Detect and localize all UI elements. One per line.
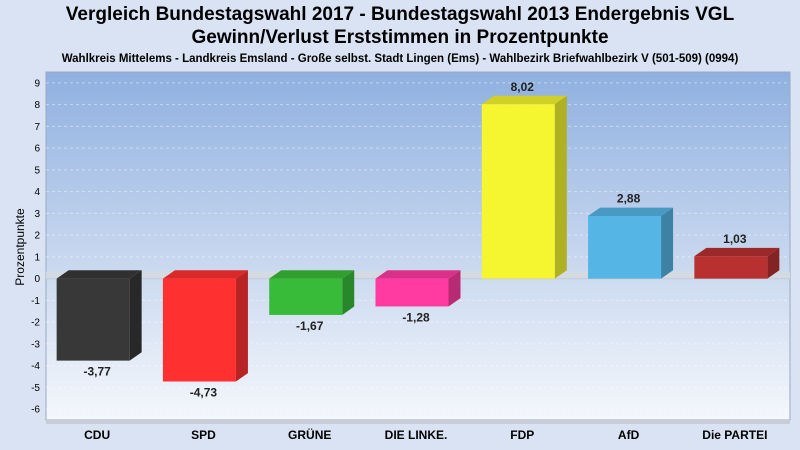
chart-district-subtitle: Wahlkreis Mittelems - Landkreis Emsland … bbox=[61, 53, 739, 65]
chart-title: Vergleich Bundestagswahl 2017 - Bundesta… bbox=[65, 4, 735, 25]
bar-top bbox=[269, 270, 355, 279]
plot-background bbox=[45, 71, 791, 421]
x-tick-label: SPD bbox=[191, 428, 216, 442]
bar-top bbox=[162, 270, 248, 279]
data-label: -1,67 bbox=[296, 319, 324, 333]
y-tick-label: 6 bbox=[34, 144, 40, 155]
y-tick-label: 9 bbox=[34, 78, 40, 89]
bar-side bbox=[448, 270, 461, 307]
bar-top bbox=[375, 270, 461, 279]
bar-side bbox=[235, 270, 248, 382]
chart-subtitle: Gewinn/Verlust Erststimmen in Prozentpun… bbox=[191, 27, 609, 48]
bar-top bbox=[481, 95, 567, 105]
y-tick-label: -6 bbox=[31, 405, 40, 416]
y-tick-label: 4 bbox=[34, 187, 40, 198]
data-label: 8,02 bbox=[511, 80, 535, 94]
x-tick-label: GRÜNE bbox=[288, 427, 331, 442]
y-tick-label: 2 bbox=[34, 231, 40, 242]
plot-area bbox=[45, 71, 791, 424]
y-tick-label: 8 bbox=[34, 100, 40, 111]
bar bbox=[56, 278, 130, 361]
y-axis-ticks: 9 8 7 6 5 4 3 2 1 0 -1 -2 -3 -4 -5 -6 bbox=[31, 78, 40, 415]
y-tick-label: 5 bbox=[34, 165, 40, 176]
y-tick-label: 3 bbox=[34, 209, 40, 220]
y-tick-label: -1 bbox=[31, 296, 40, 307]
bar bbox=[162, 278, 236, 382]
bar-side bbox=[342, 270, 355, 315]
plot-floor bbox=[46, 420, 790, 424]
bar bbox=[588, 215, 662, 279]
y-tick-label: -4 bbox=[31, 361, 40, 372]
bar bbox=[269, 278, 343, 315]
data-label: 2,88 bbox=[617, 192, 641, 206]
data-label: -1,28 bbox=[402, 310, 430, 324]
bar-side bbox=[129, 270, 142, 361]
y-tick-label: 1 bbox=[34, 252, 40, 263]
data-label: -3,77 bbox=[83, 365, 111, 379]
bar-side bbox=[661, 207, 674, 279]
bar-side bbox=[554, 95, 567, 279]
y-tick-label: -2 bbox=[31, 318, 40, 329]
y-tick-label: -3 bbox=[31, 339, 40, 350]
x-tick-label: CDU bbox=[84, 428, 110, 442]
value-labels: -3,77 -4,73 -1,67 -1,28 8,02 2,88 1,03 bbox=[83, 80, 746, 400]
data-label: -4,73 bbox=[190, 386, 218, 400]
bar bbox=[375, 278, 449, 307]
data-label: 1,03 bbox=[723, 232, 747, 246]
bar bbox=[694, 256, 768, 279]
bar bbox=[481, 104, 555, 279]
x-tick-label: DIE LINKE. bbox=[385, 428, 448, 442]
bar-top bbox=[694, 247, 780, 257]
x-tick-label: FDP bbox=[510, 428, 534, 442]
y-tick-label: 7 bbox=[34, 122, 40, 133]
bar-side bbox=[767, 247, 780, 279]
x-tick-label: Die PARTEI bbox=[702, 428, 767, 442]
bars bbox=[56, 95, 780, 382]
x-axis-categories: CDU SPD GRÜNE DIE LINKE. FDP AfD Die PARTEI bbox=[84, 427, 767, 442]
x-tick-label: AfD bbox=[618, 428, 640, 442]
y-tick-label: 0 bbox=[34, 274, 40, 285]
y-tick-label: -5 bbox=[31, 383, 40, 394]
bar-top bbox=[588, 207, 674, 216]
bar-top bbox=[56, 270, 142, 279]
